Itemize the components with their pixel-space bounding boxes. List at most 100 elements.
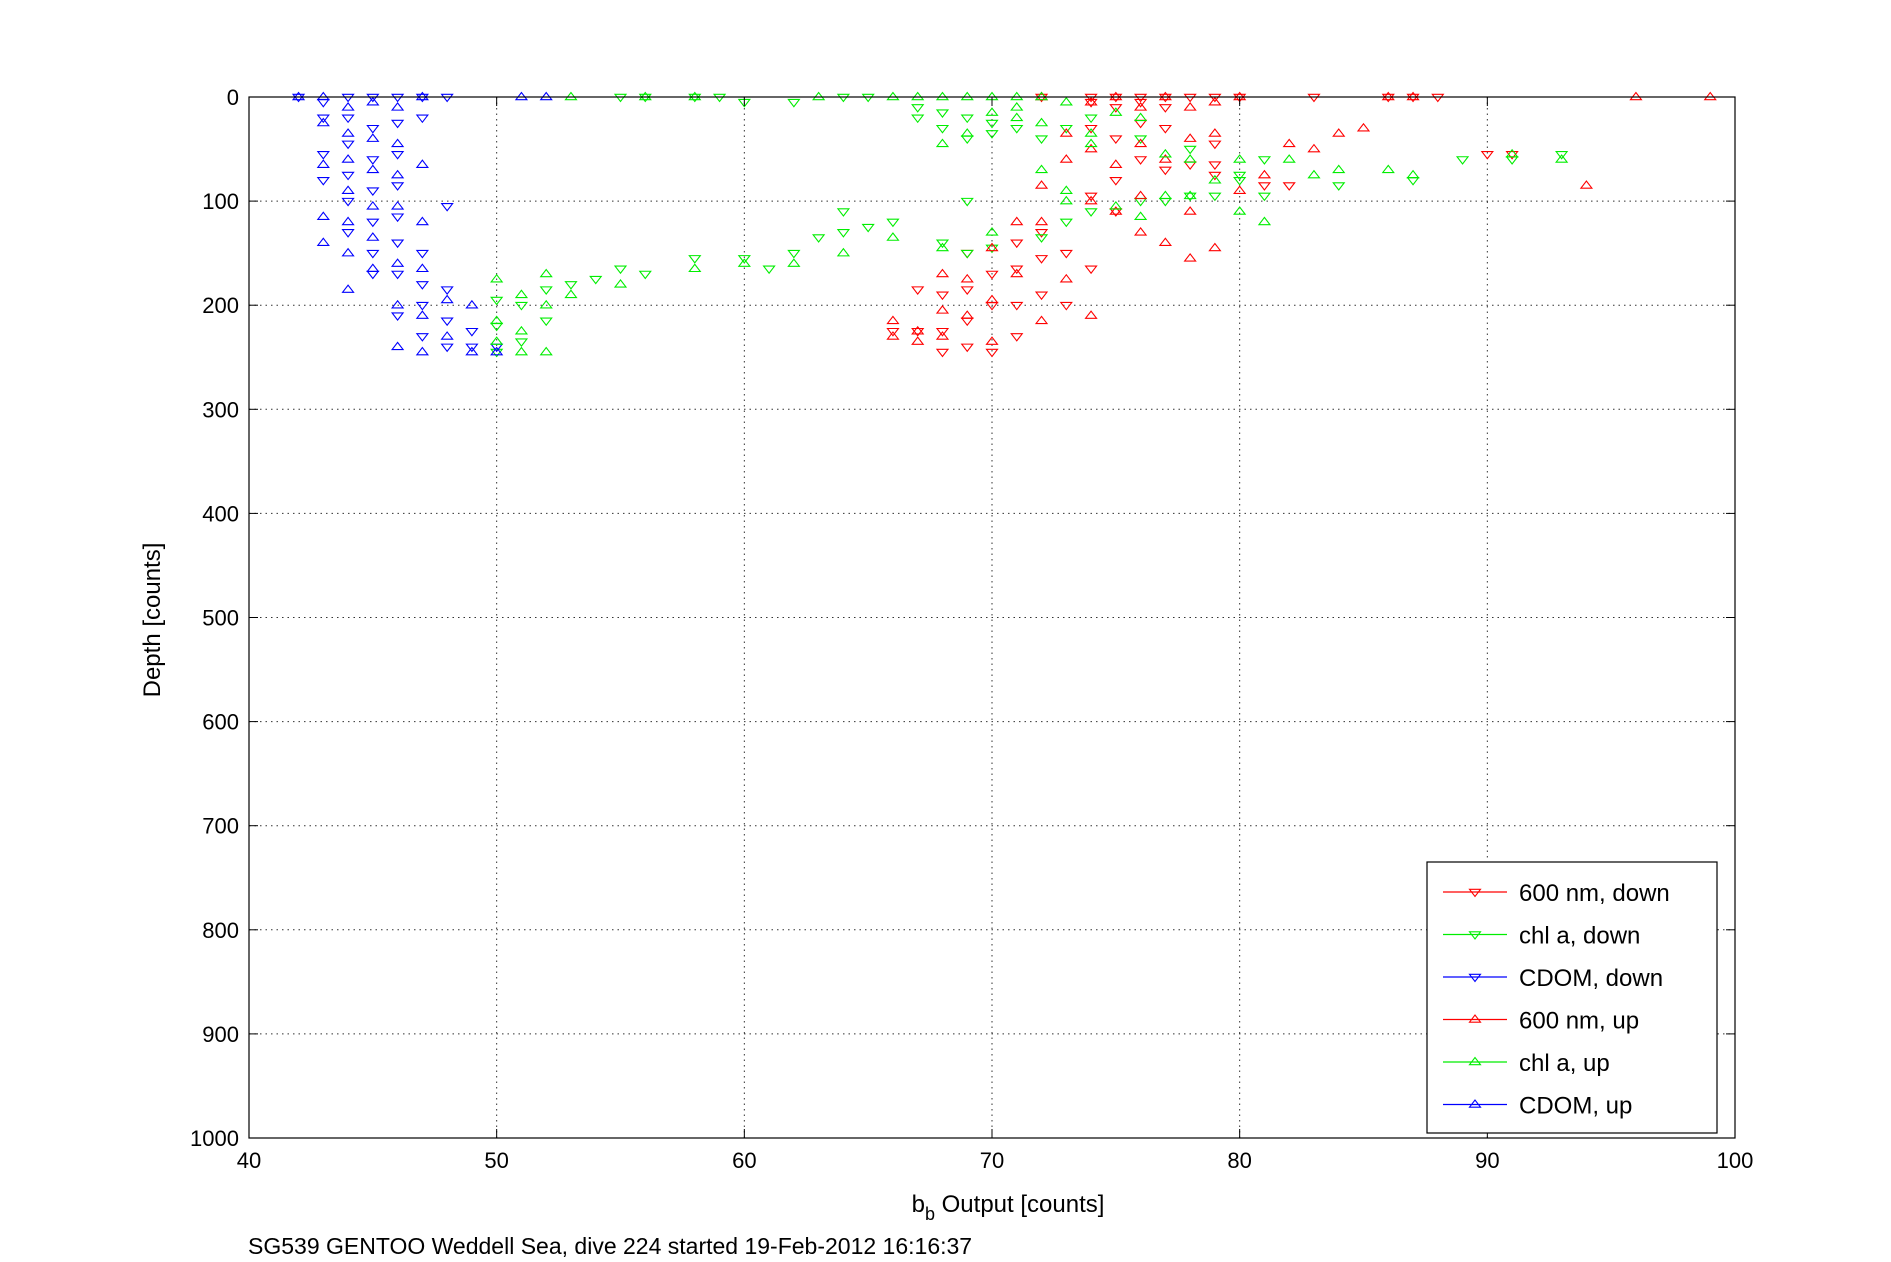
- data-point: [1257, 169, 1272, 179]
- data-point: [886, 232, 900, 241]
- series-cdom-up: [291, 91, 553, 356]
- data-point: [316, 114, 330, 124]
- data-point: [514, 325, 529, 335]
- data-point: [1183, 133, 1197, 142]
- data-point: [490, 346, 504, 356]
- data-point: [589, 275, 603, 285]
- data-point: [935, 239, 950, 249]
- data-point: [366, 124, 380, 134]
- data-point: [514, 301, 529, 311]
- data-point: [1158, 237, 1172, 247]
- y-tick-label: 800: [202, 918, 239, 943]
- data-point: [911, 327, 925, 337]
- data-point: [737, 255, 751, 264]
- series-chl-a-up: [490, 91, 1569, 356]
- data-point: [341, 247, 355, 257]
- data-point: [390, 239, 405, 249]
- data-point: [1084, 310, 1098, 319]
- data-point: [1257, 182, 1272, 191]
- data-point: [1233, 154, 1247, 163]
- legend-label: 600 nm, down: [1519, 880, 1670, 907]
- legend-marker: [1468, 931, 1482, 940]
- data-point: [911, 104, 925, 113]
- data-point: [366, 133, 380, 142]
- data-point: [440, 203, 454, 212]
- data-point: [861, 93, 875, 103]
- data-point: [1034, 164, 1049, 174]
- data-point: [366, 96, 380, 106]
- data-point: [316, 237, 330, 247]
- data-point: [1084, 192, 1098, 202]
- data-point: [341, 284, 355, 293]
- data-point: [1109, 200, 1123, 210]
- data-point: [366, 218, 380, 228]
- data-point: [514, 338, 529, 347]
- data-point: [1555, 150, 1569, 160]
- data-point: [1084, 208, 1098, 217]
- data-point: [935, 327, 950, 337]
- data-point: [1183, 154, 1197, 163]
- data-point: [341, 93, 355, 103]
- legend-entry: CDOM, up: [1443, 1093, 1632, 1120]
- data-point: [1010, 91, 1024, 101]
- data-point: [638, 91, 652, 101]
- data-point: [490, 348, 504, 358]
- legend-marker: [1468, 1099, 1482, 1108]
- data-point: [688, 263, 702, 273]
- data-point: [415, 346, 429, 356]
- data-point: [985, 244, 999, 254]
- data-point: [737, 258, 751, 267]
- data-point: [1133, 211, 1148, 220]
- data-point: [1133, 135, 1148, 144]
- x-tick-label: 70: [980, 1148, 1004, 1173]
- data-point: [1703, 91, 1717, 101]
- data-point: [1629, 91, 1643, 101]
- data-point: [1059, 195, 1073, 205]
- data-point: [1084, 93, 1098, 103]
- data-point: [465, 327, 479, 337]
- data-point: [1084, 143, 1098, 153]
- data-point: [440, 294, 454, 304]
- data-point: [1158, 148, 1172, 158]
- data-point: [1034, 255, 1049, 264]
- data-point: [935, 291, 950, 301]
- data-point: [390, 150, 405, 160]
- data-point: [935, 109, 950, 118]
- data-point: [1059, 128, 1073, 137]
- data-point: [514, 346, 529, 356]
- data-point: [341, 154, 355, 163]
- data-point: [1332, 128, 1346, 137]
- data-point: [1406, 93, 1420, 103]
- data-point: [341, 185, 355, 194]
- data-point: [886, 218, 900, 228]
- data-point: [465, 346, 479, 356]
- data-point: [1431, 93, 1445, 103]
- data-point: [1332, 164, 1346, 174]
- data-point: [935, 268, 950, 278]
- data-point: [688, 91, 702, 101]
- data-point: [1257, 156, 1272, 165]
- data-point: [812, 91, 826, 101]
- data-point: [539, 268, 553, 278]
- data-point: [1406, 169, 1420, 179]
- data-point: [836, 93, 851, 103]
- data-point: [1109, 206, 1123, 215]
- data-point: [1282, 138, 1296, 148]
- legend-label: chl a, down: [1519, 923, 1640, 950]
- data-point: [1059, 218, 1073, 228]
- x-tick-label: 90: [1475, 1148, 1499, 1173]
- data-point: [1133, 190, 1148, 200]
- data-point: [1010, 265, 1024, 275]
- data-point: [316, 150, 330, 160]
- data-point: [836, 247, 851, 257]
- data-point: [390, 299, 405, 309]
- data-point: [415, 114, 429, 124]
- data-point: [1010, 268, 1024, 278]
- data-point: [787, 258, 801, 267]
- legend-entry: 600 nm, down: [1443, 880, 1670, 907]
- data-point: [1010, 124, 1024, 134]
- data-point: [1208, 161, 1222, 171]
- data-point: [1158, 93, 1172, 103]
- data-point: [539, 286, 553, 295]
- data-point: [415, 216, 429, 226]
